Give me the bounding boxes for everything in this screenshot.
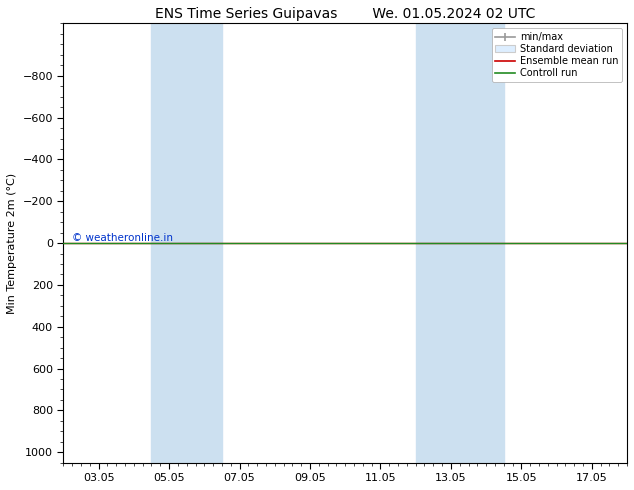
Title: ENS Time Series Guipavas        We. 01.05.2024 02 UTC: ENS Time Series Guipavas We. 01.05.2024 … [155,7,536,21]
Bar [152,24,222,463]
Y-axis label: Min Temperature 2m (°C): Min Temperature 2m (°C) [7,172,17,314]
Legend: min/max, Standard deviation, Ensemble mean run, Controll run: min/max, Standard deviation, Ensemble me… [491,28,622,82]
Bar [416,24,504,463]
Text: © weatheronline.in: © weatheronline.in [72,233,173,243]
